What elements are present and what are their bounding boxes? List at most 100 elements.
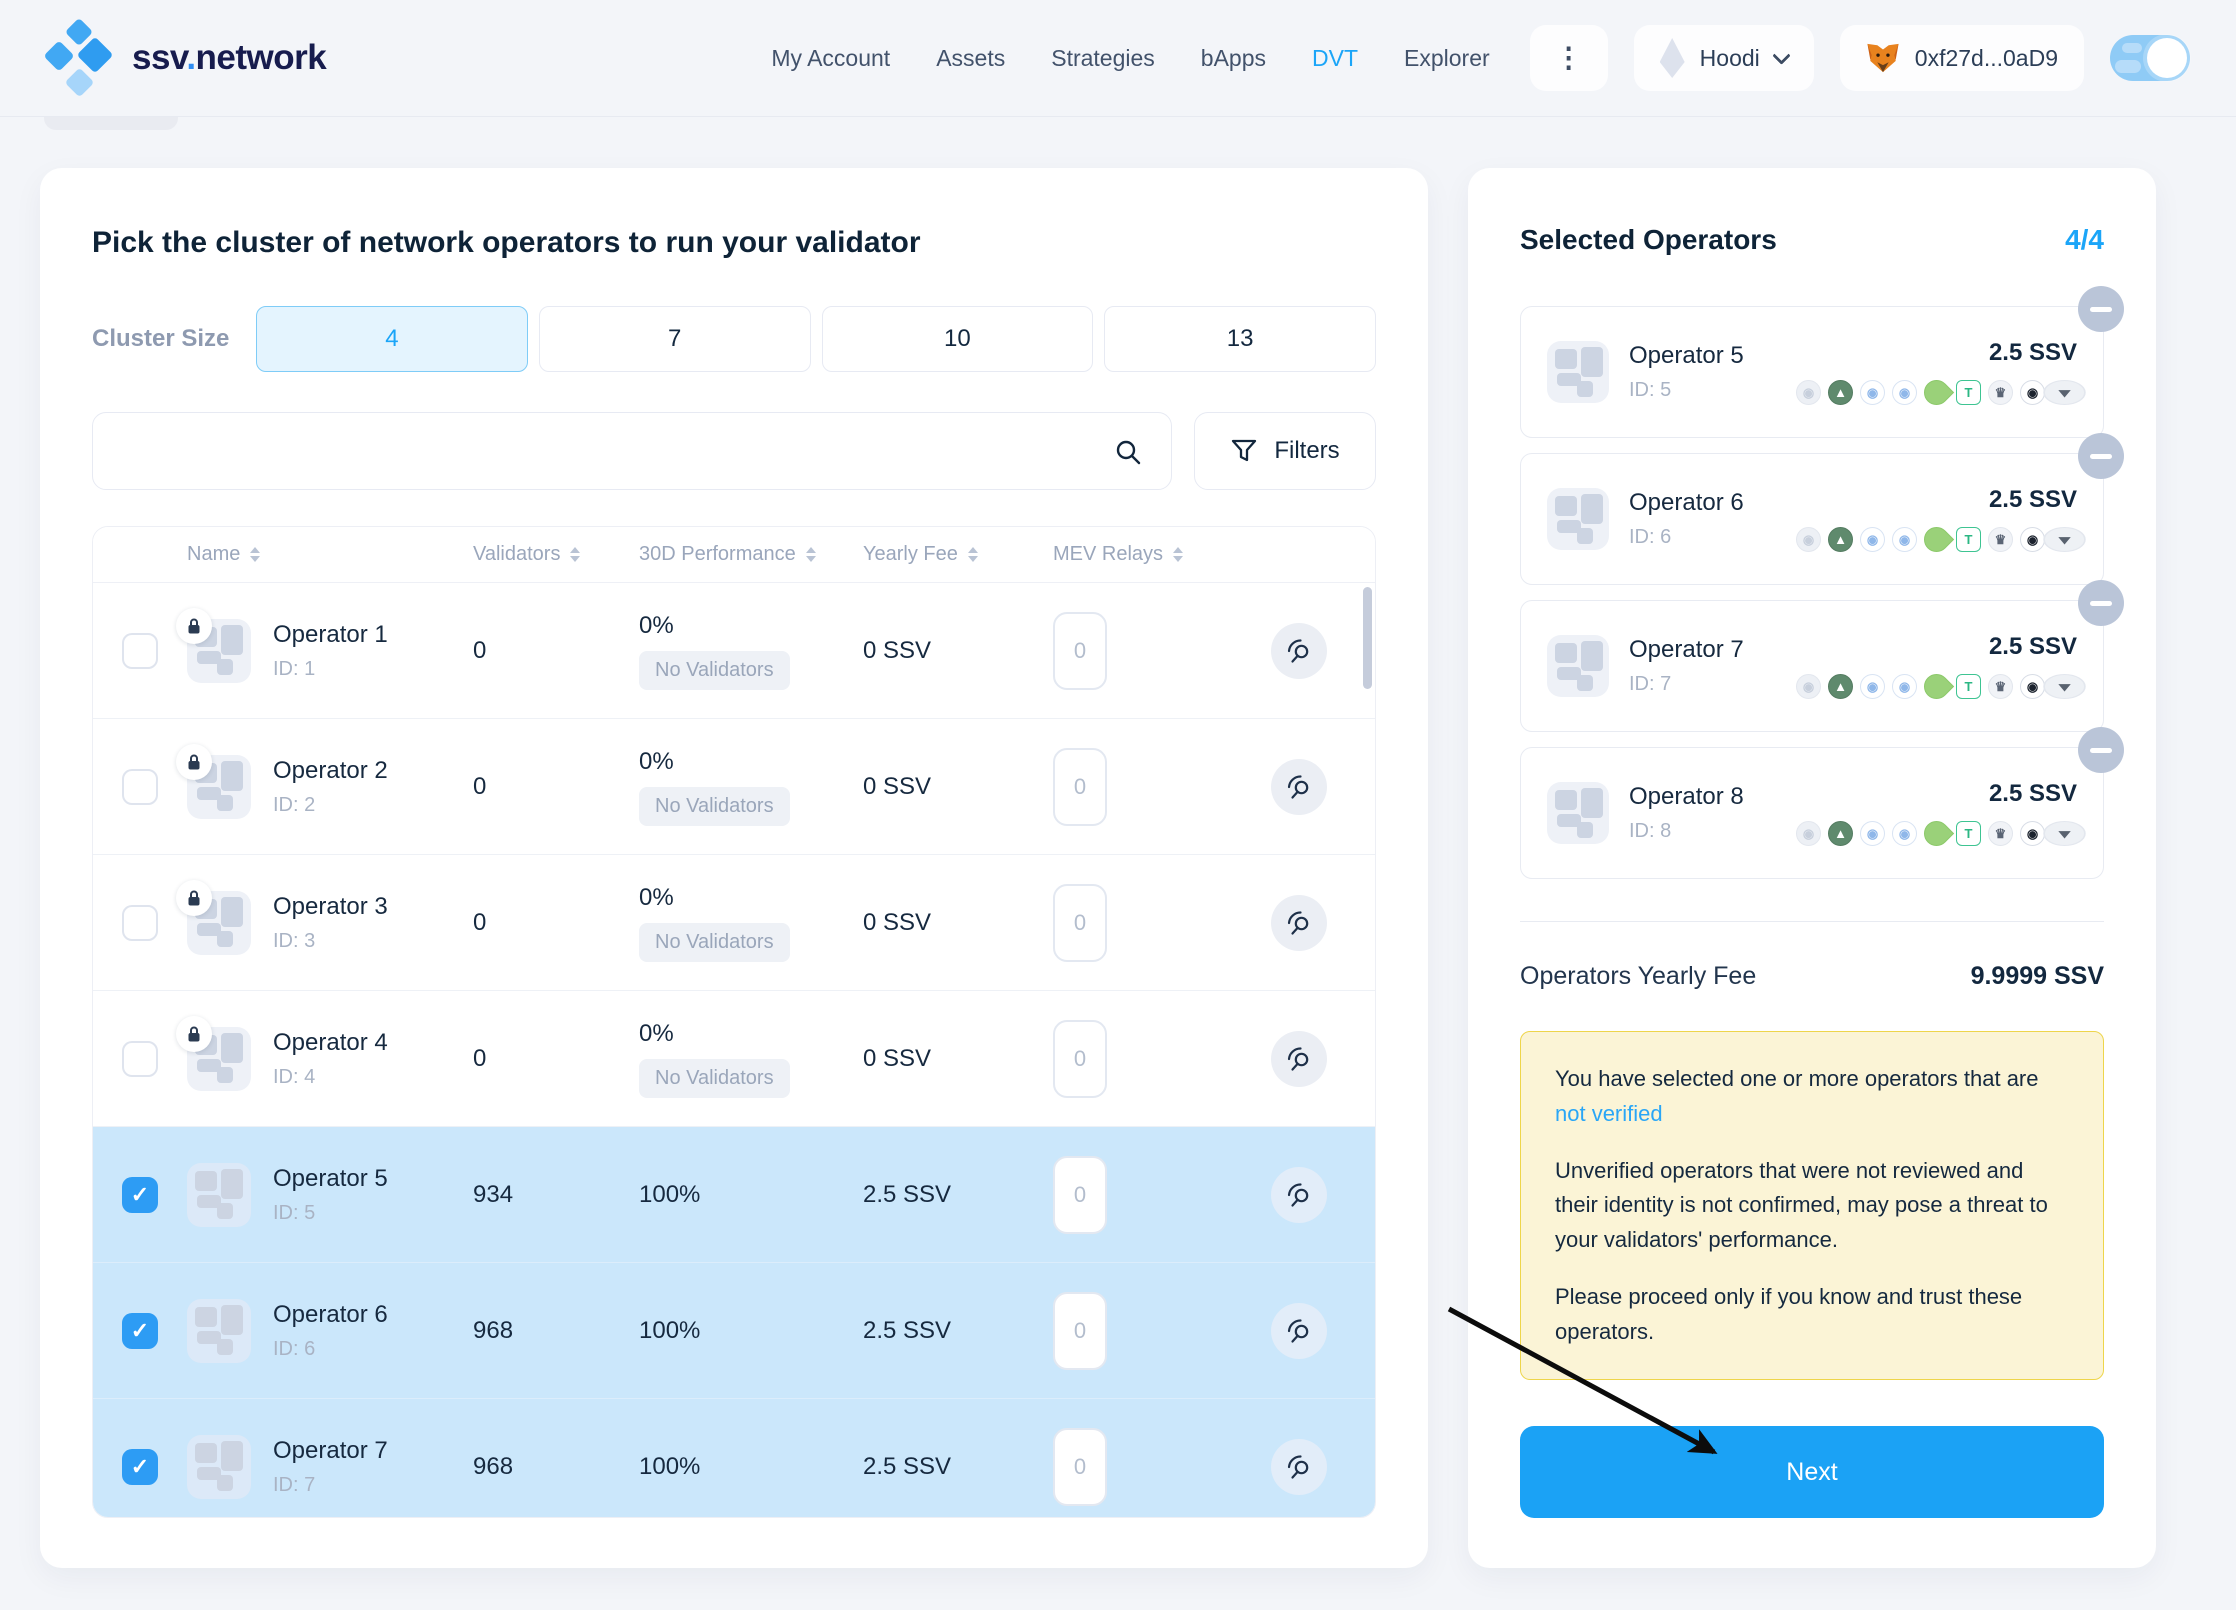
cluster-size-option[interactable]: 10 bbox=[821, 306, 1094, 372]
row-checkbox[interactable]: ✓ bbox=[122, 1040, 158, 1077]
operator-name: Operator 2 bbox=[273, 756, 388, 784]
remove-operator-button[interactable] bbox=[2078, 286, 2124, 332]
more-menu-button[interactable]: ⋮ bbox=[1529, 25, 1608, 91]
scrollbar[interactable] bbox=[1363, 587, 1372, 689]
relay-wings-icon: ▾ bbox=[2043, 821, 2086, 846]
operator-id: ID: 8 bbox=[1629, 820, 1672, 842]
column-header[interactable]: 30D Performance bbox=[639, 543, 863, 566]
explorer-icon[interactable] bbox=[1271, 894, 1327, 951]
filters-button[interactable]: Filters bbox=[1194, 412, 1376, 490]
operator-row[interactable]: ✓ Operator 3 ID: 3 0 0% No Validators 0 S… bbox=[93, 855, 1375, 991]
relay-titan-icon: T bbox=[1956, 380, 1981, 405]
operator-avatar bbox=[176, 1015, 251, 1091]
performance-value: 100% bbox=[639, 1316, 701, 1344]
nav-link-strategies[interactable]: Strategies bbox=[1051, 44, 1155, 71]
operator-name: Operator 5 bbox=[1629, 342, 1744, 369]
wallet-button[interactable]: 0xf27d...0aD9 bbox=[1839, 25, 2084, 91]
app-logo[interactable]: ssv.network bbox=[43, 17, 327, 98]
performance-value: 0% bbox=[639, 1019, 674, 1047]
yearly-fee-cell: 2.5 SSV bbox=[863, 1316, 952, 1344]
lock-icon bbox=[176, 743, 212, 780]
relay-leaf-green-icon bbox=[1918, 521, 1955, 558]
check-icon: ✓ bbox=[130, 1453, 150, 1479]
relay-mountain-green-icon: ▲ bbox=[1828, 821, 1853, 846]
explorer-icon[interactable] bbox=[1271, 1438, 1327, 1495]
row-checkbox[interactable]: ✓ bbox=[122, 768, 158, 805]
selected-operators-panel: Selected Operators 4/4 Operator 5 ID: 5 2… bbox=[1468, 168, 2156, 1568]
cluster-size-option[interactable]: 7 bbox=[538, 306, 811, 372]
relay-titan-icon: T bbox=[1956, 674, 1981, 699]
row-checkbox[interactable]: ✓ bbox=[122, 1176, 158, 1213]
column-header[interactable]: Name bbox=[187, 543, 473, 566]
nav-link-assets[interactable]: Assets bbox=[936, 44, 1006, 71]
row-checkbox[interactable]: ✓ bbox=[122, 904, 158, 941]
mev-relays-count[interactable]: 0 bbox=[1053, 1427, 1107, 1506]
row-checkbox[interactable]: ✓ bbox=[122, 1312, 158, 1349]
column-header[interactable]: MEV Relays bbox=[1053, 543, 1223, 566]
operator-row[interactable]: ✓ Operator 2 ID: 2 0 0% No Validators 0 S… bbox=[93, 719, 1375, 855]
operator-row[interactable]: ✓ Operator 5 ID: 5 934 100% 2.5 SSV 0 bbox=[93, 1127, 1375, 1263]
remove-operator-button[interactable] bbox=[2078, 433, 2124, 479]
remove-operator-button[interactable] bbox=[2078, 580, 2124, 626]
relay-swirl-blue-icon: ◉ bbox=[1860, 380, 1885, 405]
not-verified-link[interactable]: not verified bbox=[1555, 1100, 1663, 1126]
explorer-icon[interactable] bbox=[1271, 1302, 1327, 1359]
explorer-icon[interactable] bbox=[1271, 758, 1327, 815]
operator-avatar bbox=[176, 879, 251, 955]
yearly-fee-cell: 0 SSV bbox=[863, 772, 932, 800]
cluster-size-option[interactable]: 13 bbox=[1104, 306, 1376, 372]
relay-crown-icon: ♛ bbox=[1988, 674, 2013, 699]
relay-mountain-green-icon: ▲ bbox=[1828, 527, 1853, 552]
sort-icon bbox=[1173, 547, 1184, 562]
nav-link-bapps[interactable]: bApps bbox=[1200, 44, 1267, 71]
performance-value: 0% bbox=[639, 747, 674, 775]
cloud-icon bbox=[2122, 43, 2142, 53]
search-input[interactable] bbox=[93, 413, 1171, 489]
mev-relays-count[interactable]: 0 bbox=[1053, 1291, 1107, 1370]
next-button[interactable]: Next bbox=[1520, 1426, 2104, 1519]
operator-row[interactable]: ✓ Operator 6 ID: 6 968 100% 2.5 SSV 0 bbox=[93, 1263, 1375, 1399]
remove-operator-button[interactable] bbox=[2078, 727, 2124, 773]
nav-link-my-account[interactable]: My Account bbox=[771, 44, 891, 71]
yearly-fee-cell: 2.5 SSV bbox=[863, 1452, 952, 1480]
back-pill-remnant bbox=[44, 117, 178, 130]
performance-value: 100% bbox=[639, 1180, 701, 1208]
operator-avatar bbox=[187, 1434, 251, 1499]
row-checkbox[interactable]: ✓ bbox=[122, 632, 158, 669]
column-header[interactable]: Validators bbox=[473, 543, 639, 566]
mev-relays-count[interactable]: 0 bbox=[1053, 1019, 1107, 1098]
relay-mountain-green-icon: ▲ bbox=[1828, 674, 1853, 699]
nav-link-dvt[interactable]: DVT bbox=[1312, 44, 1359, 71]
mev-relays-count[interactable]: 0 bbox=[1053, 747, 1107, 826]
relay-swirl-black-icon: ◉ bbox=[2020, 380, 2045, 405]
column-header[interactable]: Yearly Fee bbox=[863, 543, 1053, 566]
row-checkbox[interactable]: ✓ bbox=[122, 1448, 158, 1485]
relay-crown-icon: ♛ bbox=[1988, 527, 2013, 552]
explorer-icon[interactable] bbox=[1271, 1030, 1327, 1087]
operator-row[interactable]: ✓ Operator 1 ID: 1 0 0% No Validators 0 S… bbox=[93, 583, 1375, 719]
check-icon: ✓ bbox=[130, 1317, 150, 1343]
operator-avatar bbox=[1547, 341, 1609, 403]
mev-relays-count[interactable]: 0 bbox=[1053, 611, 1107, 690]
kebab-icon: ⋮ bbox=[1554, 42, 1583, 73]
cluster-size-option[interactable]: 4 bbox=[256, 306, 528, 372]
theme-toggle[interactable] bbox=[2110, 35, 2190, 81]
relay-crown-icon: ♛ bbox=[1988, 380, 2013, 405]
network-selector[interactable]: Hoodi bbox=[1633, 25, 1814, 91]
page-title: Pick the cluster of network operators to… bbox=[92, 226, 921, 259]
explorer-icon[interactable] bbox=[1271, 622, 1327, 679]
operator-name: Operator 6 bbox=[273, 1300, 388, 1328]
validators-count: 934 bbox=[473, 1180, 514, 1208]
relay-titan-icon: T bbox=[1956, 527, 1981, 552]
no-validators-badge: No Validators bbox=[639, 786, 790, 826]
explorer-icon[interactable] bbox=[1271, 1166, 1327, 1223]
nav-link-explorer[interactable]: Explorer bbox=[1404, 44, 1490, 71]
relay-swirl-blue-icon: ◉ bbox=[1860, 674, 1885, 699]
operator-row[interactable]: ✓ Operator 7 ID: 7 968 100% 2.5 SSV 0 bbox=[93, 1399, 1375, 1517]
mev-relays-count[interactable]: 0 bbox=[1053, 883, 1107, 962]
mev-relays-count[interactable]: 0 bbox=[1053, 1155, 1107, 1234]
relay-mountain-green-icon: ▲ bbox=[1828, 380, 1853, 405]
sort-icon bbox=[250, 547, 261, 562]
operator-row[interactable]: ✓ Operator 4 ID: 4 0 0% No Validators 0 S… bbox=[93, 991, 1375, 1127]
search-input-wrap bbox=[92, 412, 1172, 490]
